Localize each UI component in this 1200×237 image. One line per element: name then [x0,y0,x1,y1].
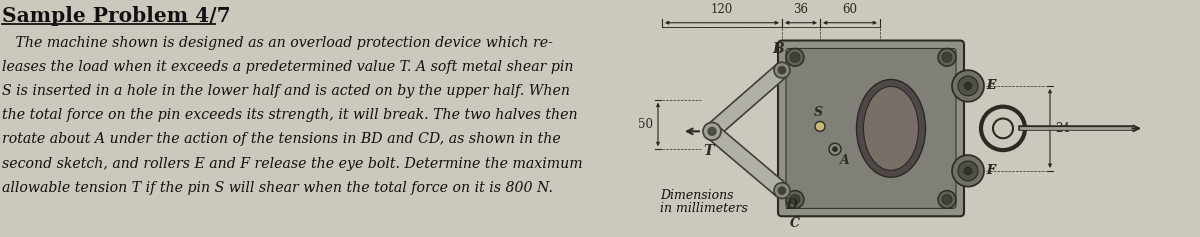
FancyBboxPatch shape [778,41,964,216]
Text: Dimensions: Dimensions [660,189,733,202]
Text: Sample Problem 4/7: Sample Problem 4/7 [2,6,230,26]
Text: allowable tension T if the pin S will shear when the total force on it is 800 N.: allowable tension T if the pin S will sh… [2,181,553,195]
Text: D: D [785,199,797,213]
Circle shape [790,52,800,62]
Text: S: S [814,105,822,118]
Circle shape [958,161,978,181]
Text: A: A [840,154,850,167]
Circle shape [958,76,978,96]
Circle shape [790,195,800,205]
Text: S is inserted in a hole in the lower half and is acted on by the upper half. Whe: S is inserted in a hole in the lower hal… [2,84,570,98]
Circle shape [703,123,721,140]
Circle shape [786,48,804,66]
Circle shape [778,187,786,195]
Circle shape [952,155,984,187]
Circle shape [778,66,786,74]
Text: in millimeters: in millimeters [660,202,748,215]
Text: F: F [986,164,995,177]
Circle shape [774,62,790,78]
Ellipse shape [864,87,918,170]
Circle shape [994,118,1013,138]
Circle shape [786,191,804,208]
Ellipse shape [857,79,925,177]
Text: 36: 36 [793,3,809,16]
Circle shape [833,147,838,152]
Circle shape [815,122,826,131]
Text: E: E [986,79,996,92]
Circle shape [829,143,841,155]
Circle shape [938,191,956,208]
Circle shape [942,52,952,62]
Circle shape [774,183,790,199]
Text: C: C [790,217,800,230]
Text: 24: 24 [1055,122,1070,135]
Circle shape [942,195,952,205]
Text: second sketch, and rollers E and F release the eye bolt. Determine the maximum: second sketch, and rollers E and F relea… [2,156,583,171]
Text: leases the load when it exceeds a predetermined value T. A soft metal shear pin: leases the load when it exceeds a predet… [2,60,574,74]
Text: rotate about A under the action of the tensions in BD and CD, as shown in the: rotate about A under the action of the t… [2,132,560,146]
Text: 60: 60 [842,3,858,16]
Text: E: E [986,79,995,92]
Text: T: T [704,144,714,158]
Circle shape [964,82,972,90]
Circle shape [952,70,984,102]
Text: 120: 120 [710,3,733,16]
Text: 50: 50 [638,118,653,131]
Text: F: F [986,164,995,177]
FancyBboxPatch shape [786,48,956,208]
Circle shape [708,128,716,135]
Polygon shape [707,125,787,196]
Text: The machine shown is designed as an overload protection device which re-: The machine shown is designed as an over… [2,36,553,50]
Text: B: B [772,42,784,56]
Text: the total force on the pin exceeds its strength, it will break. The two halves t: the total force on the pin exceeds its s… [2,108,577,122]
Circle shape [938,48,956,66]
Circle shape [964,167,972,175]
Polygon shape [707,64,787,137]
